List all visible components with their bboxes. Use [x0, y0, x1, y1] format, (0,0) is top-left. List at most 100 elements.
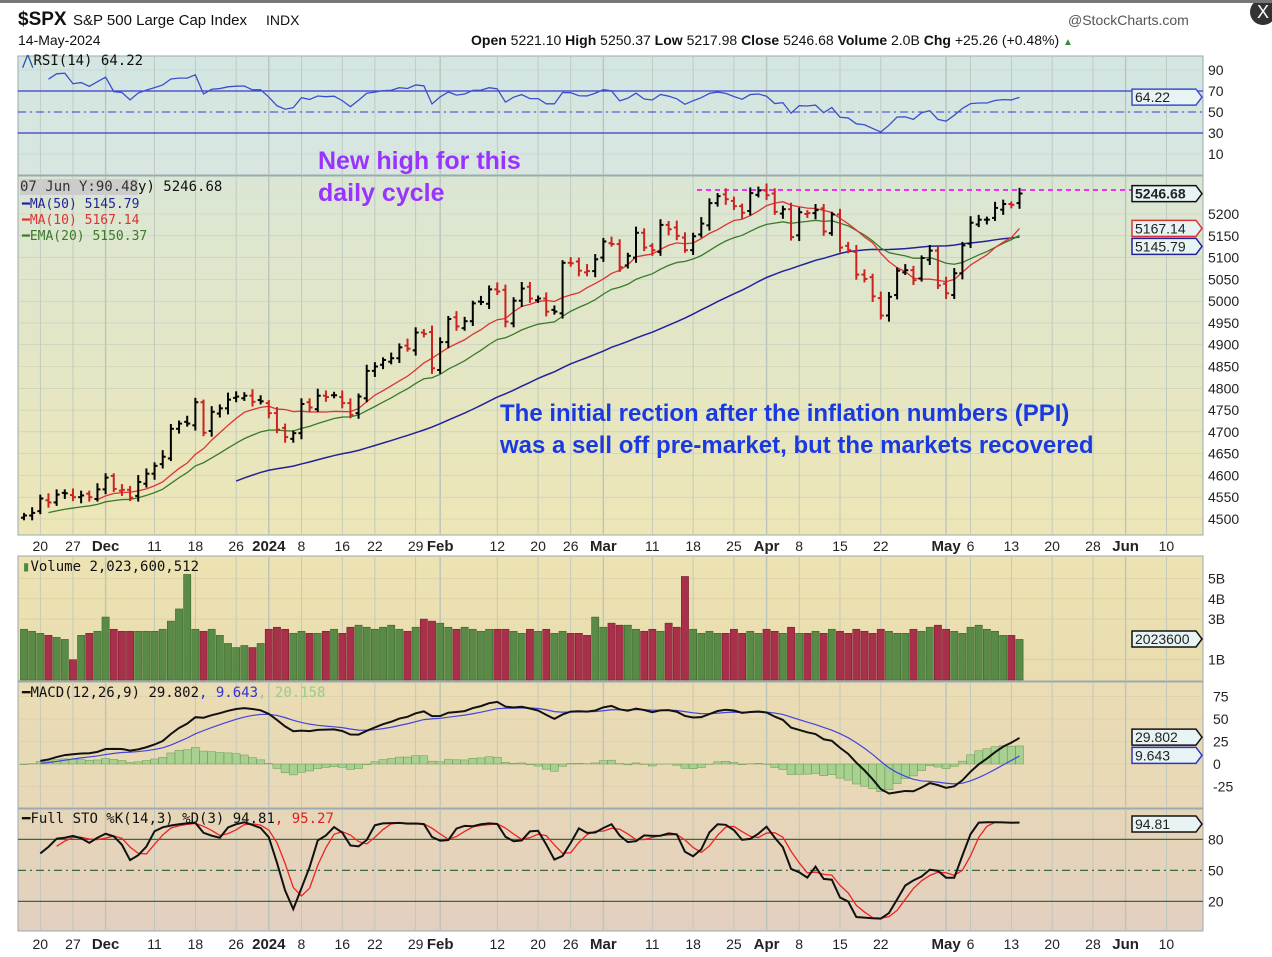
volume-bar — [999, 635, 1008, 681]
price-bar — [127, 485, 134, 502]
watermark: @StockCharts.com — [1068, 12, 1189, 28]
price-bar — [404, 338, 411, 352]
price-bar — [992, 201, 999, 221]
price-bar — [788, 202, 795, 241]
price-bar — [943, 276, 950, 299]
price-bar — [804, 210, 811, 218]
macd-histogram-bar — [550, 763, 559, 772]
volume-bar — [166, 620, 175, 681]
volume-bar — [305, 633, 314, 681]
tag-shape — [1131, 237, 1203, 256]
macd-histogram-bar — [427, 760, 437, 765]
volume-bar — [509, 630, 518, 681]
volume-bar — [803, 633, 812, 681]
macd-histogram-bar — [329, 763, 339, 767]
macd-histogram-bar — [958, 760, 967, 765]
annotation-ppi: The initial rection after the inflation … — [500, 398, 1094, 462]
macd-histogram-bar — [811, 763, 820, 774]
date-tick-label: 11 — [147, 538, 162, 554]
volume-bar — [354, 624, 363, 681]
tag-shape — [1131, 746, 1203, 765]
volume-bar — [224, 643, 232, 681]
date-tick-label: 8 — [298, 538, 306, 554]
rsi-tick-label: 90 — [1208, 62, 1224, 78]
volume-bar — [705, 630, 714, 681]
macd-histogram-bar — [590, 762, 600, 765]
date-tick-label: 20 — [1044, 936, 1060, 952]
volume-bar — [852, 628, 861, 681]
volume-bar — [550, 633, 559, 681]
date-tick-label: Mar — [590, 936, 617, 953]
price-bar — [159, 450, 166, 469]
macd-histogram-bar — [305, 763, 314, 772]
macd-histogram-bar — [917, 763, 926, 771]
date-tick-label: 11 — [645, 538, 660, 554]
macd-histogram-bar — [101, 758, 110, 765]
volume-bar — [778, 633, 787, 681]
price-bar — [282, 423, 289, 443]
sto-legend: ━Full STO %K(14,3) %D(3) 94.81, 95.27 — [22, 811, 334, 827]
volume-bar — [387, 624, 396, 681]
macd-histogram-bar — [1015, 745, 1024, 765]
price-bar — [584, 264, 591, 277]
price-bar — [983, 216, 990, 225]
macd-histogram-bar — [362, 763, 371, 765]
price-bar — [477, 295, 484, 306]
volume-bar — [811, 630, 820, 681]
volume-bar — [697, 633, 706, 681]
macd-histogram-bar — [493, 756, 502, 765]
tag-shape — [1131, 219, 1203, 238]
price-tick-label: 4750 — [1208, 402, 1239, 418]
date-tick-label: Feb — [427, 538, 454, 555]
macd-histogram-bar — [248, 757, 257, 765]
volume-tick-label: 3B — [1208, 611, 1225, 627]
crosshair-tooltip: 07 Jun Y:90.48 — [20, 179, 139, 195]
volume-value: 2.0B — [891, 32, 920, 48]
macd-histogram-bar — [419, 755, 429, 765]
macd-histogram-bar — [484, 756, 494, 765]
price-tick-label: 4550 — [1208, 489, 1239, 505]
tag-text: 2023600 — [1135, 631, 1190, 647]
volume-tick-label: 4B — [1208, 591, 1225, 607]
macd-histogram-bar — [607, 759, 616, 765]
price-bar — [249, 389, 256, 407]
date-tick-label: Mar — [590, 538, 617, 555]
price-bar — [486, 285, 493, 309]
volume-bar — [460, 626, 469, 681]
volume-bar — [836, 630, 844, 681]
price-bar — [837, 208, 843, 253]
volume-bar — [118, 630, 126, 681]
date-tick-label: 10 — [1159, 936, 1175, 952]
macd-histogram-bar — [297, 763, 306, 773]
macd-tick-label: -25 — [1213, 779, 1233, 795]
volume-bar — [672, 626, 681, 681]
ma-legend: ━MA(50) 5145.79 ━MA(10) 5167.14 ━EMA(20)… — [22, 197, 147, 245]
macd-histogram-bar — [599, 760, 608, 765]
volume-bar — [934, 624, 942, 681]
volume-bar — [730, 628, 738, 681]
close-button[interactable]: X — [1250, 3, 1272, 25]
macd-histogram-bar — [794, 763, 804, 775]
high-value: 5250.37 — [600, 32, 651, 48]
macd-histogram-bar — [688, 763, 698, 769]
volume-bar — [199, 630, 208, 681]
volume-bar — [313, 633, 322, 681]
price-bar — [975, 214, 982, 228]
volume-bar — [656, 630, 665, 681]
price-bar — [518, 281, 525, 307]
volume-bar — [477, 630, 485, 681]
macd-histogram-bar — [966, 754, 975, 765]
date-tick-label: 2024 — [252, 538, 286, 555]
chart-date: 14-May-2024 — [18, 32, 101, 48]
price-bar — [926, 244, 933, 265]
price-bar — [208, 406, 215, 437]
rsi-value-tag: 64.22 — [1131, 88, 1203, 106]
price-bar — [363, 364, 370, 403]
date-tick-label: 20 — [1044, 538, 1060, 554]
date-tick-label: Apr — [754, 538, 780, 555]
price-tick-label: 5050 — [1208, 271, 1239, 287]
volume-label: Volume — [837, 32, 888, 48]
price-tick-label: 5000 — [1208, 293, 1239, 309]
macd-histogram-bar — [223, 752, 233, 765]
